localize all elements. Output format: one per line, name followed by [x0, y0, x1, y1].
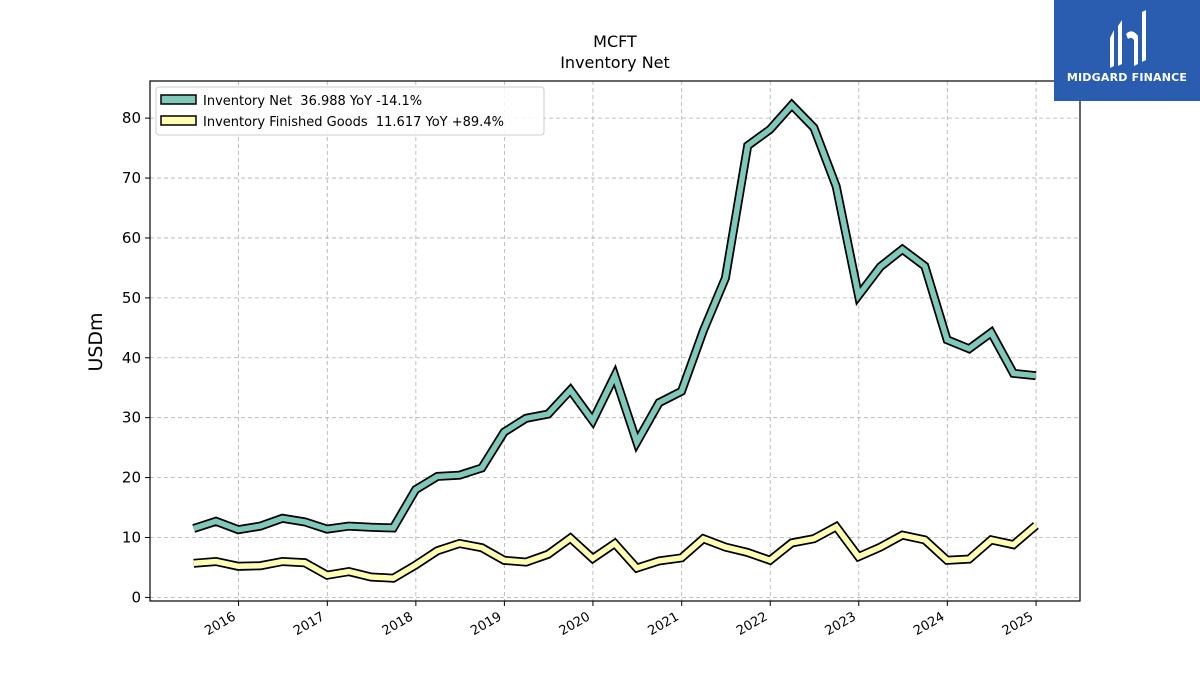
- y-axis: 0 10 20 30 40 50 60 70 80: [122, 109, 150, 606]
- y-axis-label: USDm: [85, 312, 107, 371]
- x-tick-label: 2021: [646, 609, 682, 639]
- legend-label-inventory-net: Inventory Net 36.988 YoY -14.1%: [203, 94, 422, 109]
- midgard-finance-logo: MIDGARD FINANCE: [1054, 0, 1200, 101]
- series-line-inventory-finished-goods: [193, 523, 1038, 581]
- legend: Inventory Net 36.988 YoY -14.1% Inventor…: [155, 86, 545, 136]
- x-tick-label: 2017: [291, 609, 327, 639]
- x-tick-label: 2025: [1000, 609, 1036, 639]
- y-tick-label: 70: [122, 169, 141, 187]
- y-tick-label: 60: [122, 229, 141, 247]
- x-tick-label: 2019: [468, 609, 504, 639]
- x-tick-label: 2024: [911, 609, 947, 639]
- plot-frame: [149, 80, 1081, 602]
- y-tick-label: 50: [122, 289, 141, 307]
- chart-title: MCFT: [593, 32, 637, 51]
- y-tick-label: 0: [131, 588, 141, 606]
- legend-swatch-inventory-net: [160, 94, 197, 105]
- series-line-inventory-net: [192, 100, 1037, 533]
- y-tick-label: 80: [122, 109, 141, 127]
- x-axis: 2016 2017 2018 2019 2020 2021 2022 2023 2024 2025: [202, 601, 1037, 639]
- legend-label-inventory-finished-goods: Inventory Finished Goods 11.617 YoY +89.…: [203, 115, 504, 130]
- chart-subtitle: Inventory Net: [560, 53, 670, 72]
- y-tick-label: 20: [122, 469, 141, 487]
- x-tick-label: 2016: [202, 609, 238, 639]
- y-tick-label: 30: [122, 409, 141, 427]
- legend-swatch-inventory-finished-goods: [160, 115, 197, 126]
- logo-mark-icon: [1110, 10, 1146, 68]
- y-tick-label: 10: [122, 528, 141, 546]
- y-tick-label: 40: [122, 349, 141, 367]
- series-layer: [192, 98, 1039, 583]
- x-tick-label: 2020: [557, 609, 593, 639]
- x-tick-label: 2018: [380, 609, 416, 639]
- x-tick-label: 2023: [823, 609, 859, 639]
- logo-text: MIDGARD FINANCE: [1066, 71, 1188, 84]
- series-outline-inventory-net: [192, 98, 1037, 535]
- legend-box: [155, 86, 545, 136]
- x-tick-label: 2022: [734, 609, 770, 639]
